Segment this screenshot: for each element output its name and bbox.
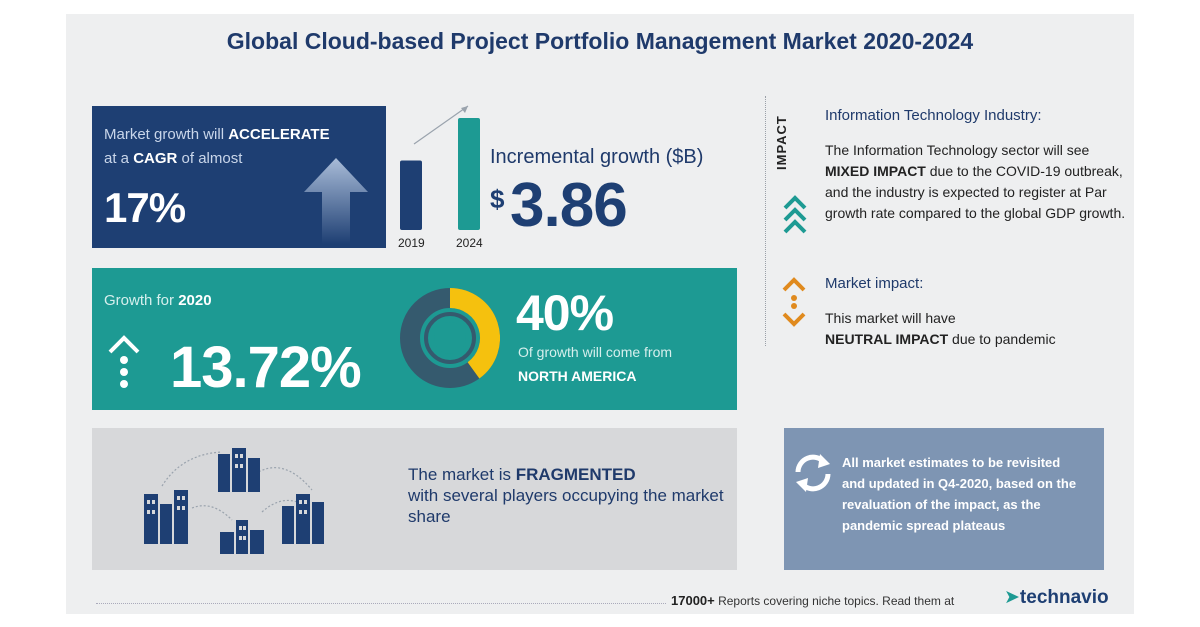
growth-value: 13.72%: [170, 335, 362, 400]
fragmented-text: The market is FRAGMENTED with several pla…: [408, 465, 724, 526]
estimates-note-text: All market estimates to be revisited and…: [842, 455, 1077, 533]
growth-label: Growth for 2020: [104, 292, 212, 309]
incremental-label: Incremental growth ($B): [490, 146, 704, 168]
market-impact-body: This market will have NEUTRAL IMPACT due…: [825, 310, 1056, 347]
divider-line: [765, 96, 766, 346]
cagr-line1: Market growth will ACCELERATE: [104, 126, 330, 143]
trend-arrowhead: [461, 106, 468, 113]
share-donut-chart: [400, 288, 500, 388]
share-description: Of growth will come from: [518, 344, 673, 360]
it-body: The Information Technology sector will s…: [825, 142, 1126, 221]
fragmented-box: The market is FRAGMENTED with several pla…: [92, 428, 737, 570]
chevron-up-icon: [783, 195, 807, 234]
neutral-impact-icon: [782, 277, 806, 327]
bar-2019: [400, 160, 422, 230]
page-title: Global Cloud-based Project Portfolio Man…: [226, 28, 974, 54]
estimates-note-box: All market estimates to be revisited and…: [784, 428, 1104, 570]
refresh-icon: [795, 454, 831, 492]
technavio-logo[interactable]: ➤technavio: [1004, 587, 1109, 608]
bar-label-2024: 2024: [456, 236, 483, 250]
impact-vertical-label: IMPACT: [774, 115, 789, 170]
it-heading: Information Technology Industry:: [825, 107, 1042, 124]
incremental-currency: $: [490, 184, 505, 214]
donut-share-arc: [449, 288, 500, 379]
footer-divider: [96, 603, 666, 604]
trend-line: [413, 105, 469, 145]
share-value: 40%: [516, 285, 614, 341]
cagr-line2: at a CAGR of almost: [104, 150, 243, 167]
growth-bars: [400, 105, 480, 230]
technavio-logo-mark-icon: ➤: [1004, 587, 1020, 608]
cagr-value: 17%: [104, 184, 186, 231]
growth-signal-icon: [108, 335, 140, 388]
bar-2024: [458, 118, 480, 230]
buildings-icon: [144, 448, 324, 554]
up-arrow-icon: [304, 158, 368, 244]
share-region: NORTH AMERICA: [518, 368, 637, 384]
footer-text: 17000+ Reports covering niche topics. Re…: [671, 593, 955, 608]
cagr-box: Market growth will ACCELERATE at a CAGR …: [92, 106, 386, 248]
donut-inner-ring: [424, 312, 476, 364]
bar-label-2019: 2019: [398, 236, 425, 250]
incremental-value: 3.86: [510, 171, 628, 240]
growth-box: Growth for 2020 13.72% 40% Of growth wil…: [92, 268, 737, 410]
market-impact-heading: Market impact:: [825, 275, 924, 292]
donut-center: [434, 322, 466, 354]
